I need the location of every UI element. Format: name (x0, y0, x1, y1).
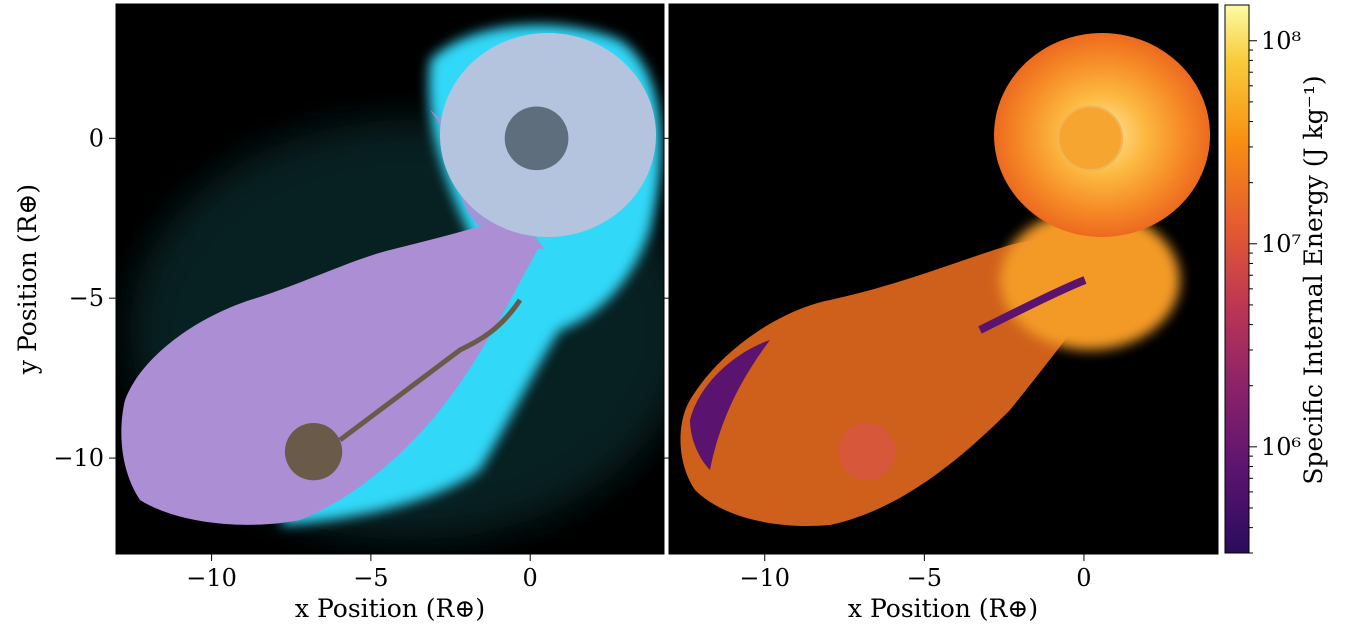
impactor-core (284, 423, 343, 481)
y-tick-label: −5 (69, 284, 104, 312)
x-tick-label: 0 (1076, 564, 1091, 592)
colorbar-tick-label: 10⁷ (1261, 230, 1301, 258)
x-tick-label: 0 (523, 564, 538, 592)
x-tick-label: −5 (353, 564, 388, 592)
colorbar-tick-label: 10⁶ (1261, 433, 1301, 461)
core-debris-stream (338, 298, 523, 443)
outer-hot-envelope (1000, 210, 1180, 350)
x-axis-label-left: x Position (R⊕) (295, 594, 485, 623)
x-tick-label: −10 (186, 564, 237, 592)
x-tick-label: −5 (907, 564, 942, 592)
panel-internal-energy (669, 4, 1218, 554)
cool-spiral-band (978, 276, 1087, 334)
target-core-energy (1057, 105, 1124, 172)
debris-cool-edge (690, 340, 770, 470)
x-axis-label-right: x Position (R⊕) (848, 594, 1038, 623)
panel-material (116, 4, 664, 554)
right-axis-ticks: −10 −5 0 (739, 554, 1092, 592)
colorbar-gradient (1224, 4, 1250, 554)
panel-material-frame (115, 3, 665, 555)
left-axis-ticks: −10 −5 0 0 −5 −10 (53, 124, 669, 592)
y-tick-label: −10 (53, 444, 104, 472)
target-core (504, 106, 569, 171)
colorbar-ticks: 10⁶ 10⁷ 10⁸ (1249, 27, 1301, 554)
colorbar-tick-label: 10⁸ (1261, 27, 1301, 55)
impactor-debris (121, 220, 541, 525)
colorbar: 10⁶ 10⁷ 10⁸ Specific Internal Energy (J kg… (1224, 4, 1328, 554)
x-tick-label: −10 (739, 564, 790, 592)
y-axis-label: y Position (R⊕) (13, 184, 42, 375)
impactor-core-energy (838, 422, 896, 481)
panel-energy-frame (668, 3, 1219, 555)
colorbar-label: Specific Internal Energy (J kg⁻¹) (1299, 75, 1328, 484)
y-tick-label: 0 (89, 124, 104, 152)
